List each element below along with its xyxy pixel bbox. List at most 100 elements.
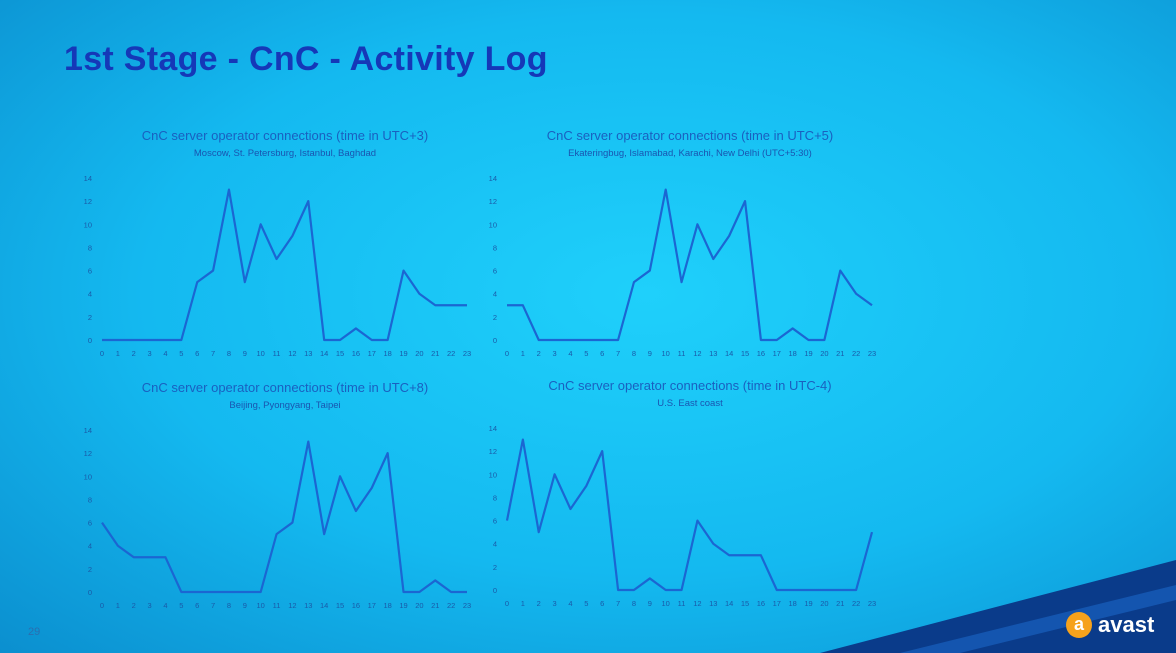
x-tick-label: 0 — [100, 349, 104, 358]
y-tick-label: 12 — [489, 447, 497, 456]
x-tick-label: 20 — [415, 349, 423, 358]
y-tick-label: 12 — [84, 449, 92, 458]
y-tick-label: 4 — [88, 290, 92, 299]
chart-subtitle: Moscow, St. Petersburg, Istanbul, Baghda… — [193, 148, 377, 159]
chart-subtitle: Ekateringbug, Islamabad, Karachi, New De… — [568, 148, 812, 159]
x-tick-label: 9 — [648, 349, 652, 358]
x-tick-label: 4 — [163, 601, 167, 610]
chart-utc-plus-5: CnC server operator connections (time in… — [480, 128, 900, 373]
y-tick-label: 2 — [493, 313, 497, 322]
series-line — [102, 188, 467, 342]
x-tick-label: 3 — [148, 601, 152, 610]
x-tick-label: 16 — [352, 601, 360, 610]
y-tick-label: 4 — [88, 542, 92, 551]
y-tick-label: 0 — [88, 588, 92, 597]
x-tick-label: 22 — [447, 601, 455, 610]
y-tick-label: 8 — [493, 243, 497, 252]
x-tick-label: 19 — [399, 349, 407, 358]
x-tick-label: 13 — [304, 349, 312, 358]
x-tick-label: 13 — [304, 601, 312, 610]
x-tick-label: 11 — [678, 349, 686, 358]
x-tick-label: 7 — [616, 599, 620, 608]
y-tick-label: 6 — [493, 267, 497, 276]
x-tick-label: 18 — [788, 349, 796, 358]
y-tick-label: 8 — [88, 243, 92, 252]
y-tick-label: 2 — [493, 563, 497, 572]
x-tick-label: 14 — [320, 601, 328, 610]
y-tick-label: 8 — [88, 495, 92, 504]
x-tick-label: 17 — [773, 599, 781, 608]
y-tick-label: 2 — [88, 565, 92, 574]
x-tick-label: 9 — [243, 349, 247, 358]
y-tick-label: 0 — [493, 336, 497, 345]
page-number: 29 — [28, 626, 41, 638]
x-tick-label: 21 — [836, 349, 844, 358]
y-tick-label: 10 — [489, 220, 497, 229]
x-tick-label: 8 — [227, 601, 231, 610]
x-tick-label: 7 — [616, 349, 620, 358]
y-tick-label: 6 — [88, 267, 92, 276]
y-tick-label: 2 — [88, 313, 92, 322]
chart-utc-plus-3: CnC server operator connections (time in… — [75, 128, 495, 373]
x-tick-label: 0 — [505, 349, 509, 358]
y-tick-label: 6 — [493, 517, 497, 526]
x-tick-label: 2 — [132, 601, 136, 610]
x-tick-label: 12 — [288, 349, 296, 358]
x-tick-label: 17 — [773, 349, 781, 358]
x-tick-label: 3 — [148, 349, 152, 358]
x-tick-label: 23 — [868, 349, 876, 358]
chart-subtitle: Beijing, Pyongyang, Taipei — [229, 400, 341, 411]
y-tick-label: 10 — [84, 472, 92, 481]
chart-title: CnC server operator connections (time in… — [141, 380, 429, 395]
x-tick-label: 21 — [836, 599, 844, 608]
avast-logo-icon: a — [1066, 612, 1092, 638]
x-tick-label: 8 — [632, 349, 636, 358]
y-tick-label: 8 — [493, 493, 497, 502]
x-tick-label: 6 — [600, 349, 604, 358]
x-tick-label: 12 — [693, 349, 701, 358]
x-tick-label: 17 — [368, 601, 376, 610]
x-tick-label: 5 — [179, 601, 183, 610]
x-tick-label: 23 — [463, 349, 471, 358]
x-tick-label: 15 — [741, 349, 749, 358]
x-tick-label: 4 — [163, 349, 167, 358]
x-tick-label: 18 — [788, 599, 796, 608]
x-tick-label: 20 — [415, 601, 423, 610]
chart-title: CnC server operator connections (time in… — [546, 128, 834, 143]
x-tick-label: 1 — [521, 599, 525, 608]
y-tick-label: 10 — [84, 220, 92, 229]
avast-logo-text: avast — [1098, 612, 1155, 637]
avast-logo: a avast — [1066, 612, 1154, 638]
x-tick-label: 20 — [820, 599, 828, 608]
y-tick-label: 0 — [88, 336, 92, 345]
x-tick-label: 17 — [368, 349, 376, 358]
series-line — [101, 440, 467, 594]
x-tick-label: 6 — [195, 349, 199, 358]
x-tick-label: 14 — [725, 599, 733, 608]
x-tick-label: 2 — [537, 599, 541, 608]
y-tick-label: 0 — [493, 586, 497, 595]
x-tick-label: 22 — [852, 599, 860, 608]
x-tick-label: 0 — [505, 599, 509, 608]
y-tick-label: 12 — [84, 197, 92, 206]
y-tick-label: 14 — [489, 424, 497, 433]
y-tick-label: 14 — [84, 426, 92, 435]
x-tick-label: 21 — [431, 349, 439, 358]
y-tick-label: 14 — [84, 174, 92, 183]
x-tick-label: 5 — [179, 349, 183, 358]
y-tick-label: 14 — [489, 174, 497, 183]
y-tick-label: 10 — [489, 470, 497, 479]
x-tick-label: 14 — [725, 349, 733, 358]
x-tick-label: 7 — [211, 349, 215, 358]
x-tick-label: 22 — [447, 349, 455, 358]
slide-title: 1st Stage - CnC - Activity Log — [64, 40, 548, 78]
x-tick-label: 16 — [757, 349, 765, 358]
chart-title: CnC server operator connections (time in… — [141, 128, 429, 143]
x-tick-label: 10 — [257, 601, 265, 610]
chart-utc-minus-4: CnC server operator connections (time in… — [480, 378, 900, 623]
x-tick-label: 0 — [100, 601, 104, 610]
x-tick-label: 13 — [709, 599, 717, 608]
